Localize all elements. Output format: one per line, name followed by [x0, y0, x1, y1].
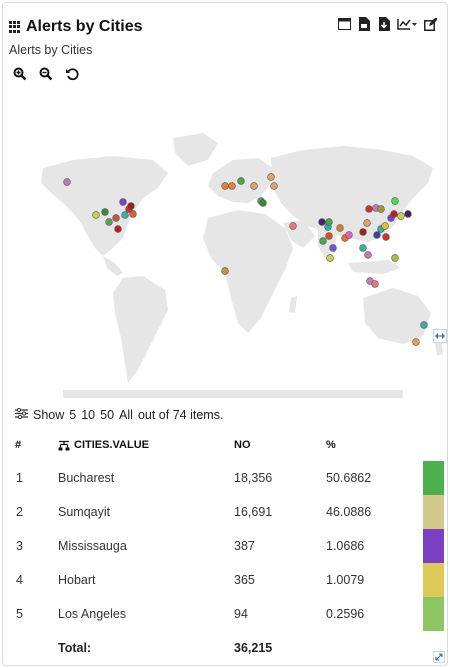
table-row[interactable]: 5 Los Angeles 94 0.2596: [3, 597, 449, 631]
row-city: Mississauga: [58, 539, 127, 553]
row-pct: 46.0886: [326, 505, 372, 519]
row-color-swatch: [423, 563, 444, 597]
column-header-pct[interactable]: %: [326, 439, 336, 451]
chart-type-icon[interactable]: [397, 17, 417, 31]
row-pct: 50.6862: [326, 471, 372, 485]
row-city: Hobart: [58, 573, 96, 587]
total-no: 36,215: [234, 641, 273, 655]
total-label: Total:: [58, 641, 92, 655]
row-no: 94: [234, 607, 248, 621]
download-icon[interactable]: [377, 17, 391, 31]
world-map[interactable]: [3, 98, 449, 398]
column-header-no[interactable]: NO: [234, 439, 251, 451]
table-row[interactable]: 1 Bucharest 18,356 50.6862: [3, 461, 449, 495]
widget-toolbar: [337, 17, 437, 31]
zoom-controls: [13, 67, 79, 81]
row-index: 2: [16, 505, 23, 519]
column-header-city-label: CITIES.VALUE: [74, 439, 149, 451]
zoom-in-icon[interactable]: [13, 67, 27, 81]
row-pct: 0.2596: [326, 607, 365, 621]
resize-horizontal-icon[interactable]: [433, 329, 447, 343]
reset-icon[interactable]: [65, 67, 79, 81]
page-size-all[interactable]: All: [119, 408, 133, 422]
row-city: Sumqayit: [58, 505, 111, 519]
widget-title: Alerts by Cities: [26, 18, 143, 35]
table-row[interactable]: 3 Mississauga 387 1.0686: [3, 529, 449, 563]
zoom-out-icon[interactable]: [39, 67, 53, 81]
column-header-city[interactable]: CITIES.VALUE: [58, 439, 149, 451]
page-size-50[interactable]: 50: [100, 408, 115, 422]
show-label: Show: [33, 408, 65, 422]
row-city: Bucharest: [58, 471, 115, 485]
row-color-swatch: [423, 529, 444, 563]
row-index: 1: [16, 471, 23, 485]
row-color-swatch: [423, 597, 444, 631]
page-size-5[interactable]: 5: [69, 408, 77, 422]
edit-icon[interactable]: [423, 17, 437, 31]
items-summary: out of 74 items.: [137, 408, 224, 422]
row-index: 3: [16, 539, 23, 553]
widget-subtitle: Alerts by Cities: [9, 43, 93, 57]
table-row[interactable]: 4 Hobart 365 1.0079: [3, 563, 449, 597]
table-total-row: Total: 36,215: [3, 631, 449, 661]
group-by-icon[interactable]: [58, 440, 70, 451]
save-csv-icon[interactable]: [357, 17, 371, 31]
row-pct: 1.0079: [326, 573, 365, 587]
row-no: 365: [234, 573, 255, 587]
row-color-swatch: [423, 495, 444, 529]
row-pct: 1.0686: [326, 539, 365, 553]
page-size-10[interactable]: 10: [81, 408, 96, 422]
sliders-icon[interactable]: [15, 407, 28, 422]
drag-grid-icon[interactable]: [9, 21, 21, 33]
row-city: Los Angeles: [58, 607, 127, 621]
window-icon[interactable]: [337, 17, 351, 31]
land-masses: [41, 133, 443, 398]
widget-header: Alerts by Cities: [9, 16, 142, 38]
pagination-bar: Show 5 10 50 All out of 74 items.: [15, 407, 224, 422]
map-markers: [63, 173, 428, 346]
row-index: 4: [16, 573, 23, 587]
row-index: 5: [16, 607, 23, 621]
row-no: 16,691: [234, 505, 273, 519]
table-row[interactable]: 2 Sumqayit 16,691 46.0886: [3, 495, 449, 529]
row-color-swatch: [423, 461, 444, 495]
column-header-index: #: [15, 439, 22, 451]
row-no: 18,356: [234, 471, 273, 485]
row-no: 387: [234, 539, 255, 553]
resize-corner-icon[interactable]: [433, 650, 445, 663]
